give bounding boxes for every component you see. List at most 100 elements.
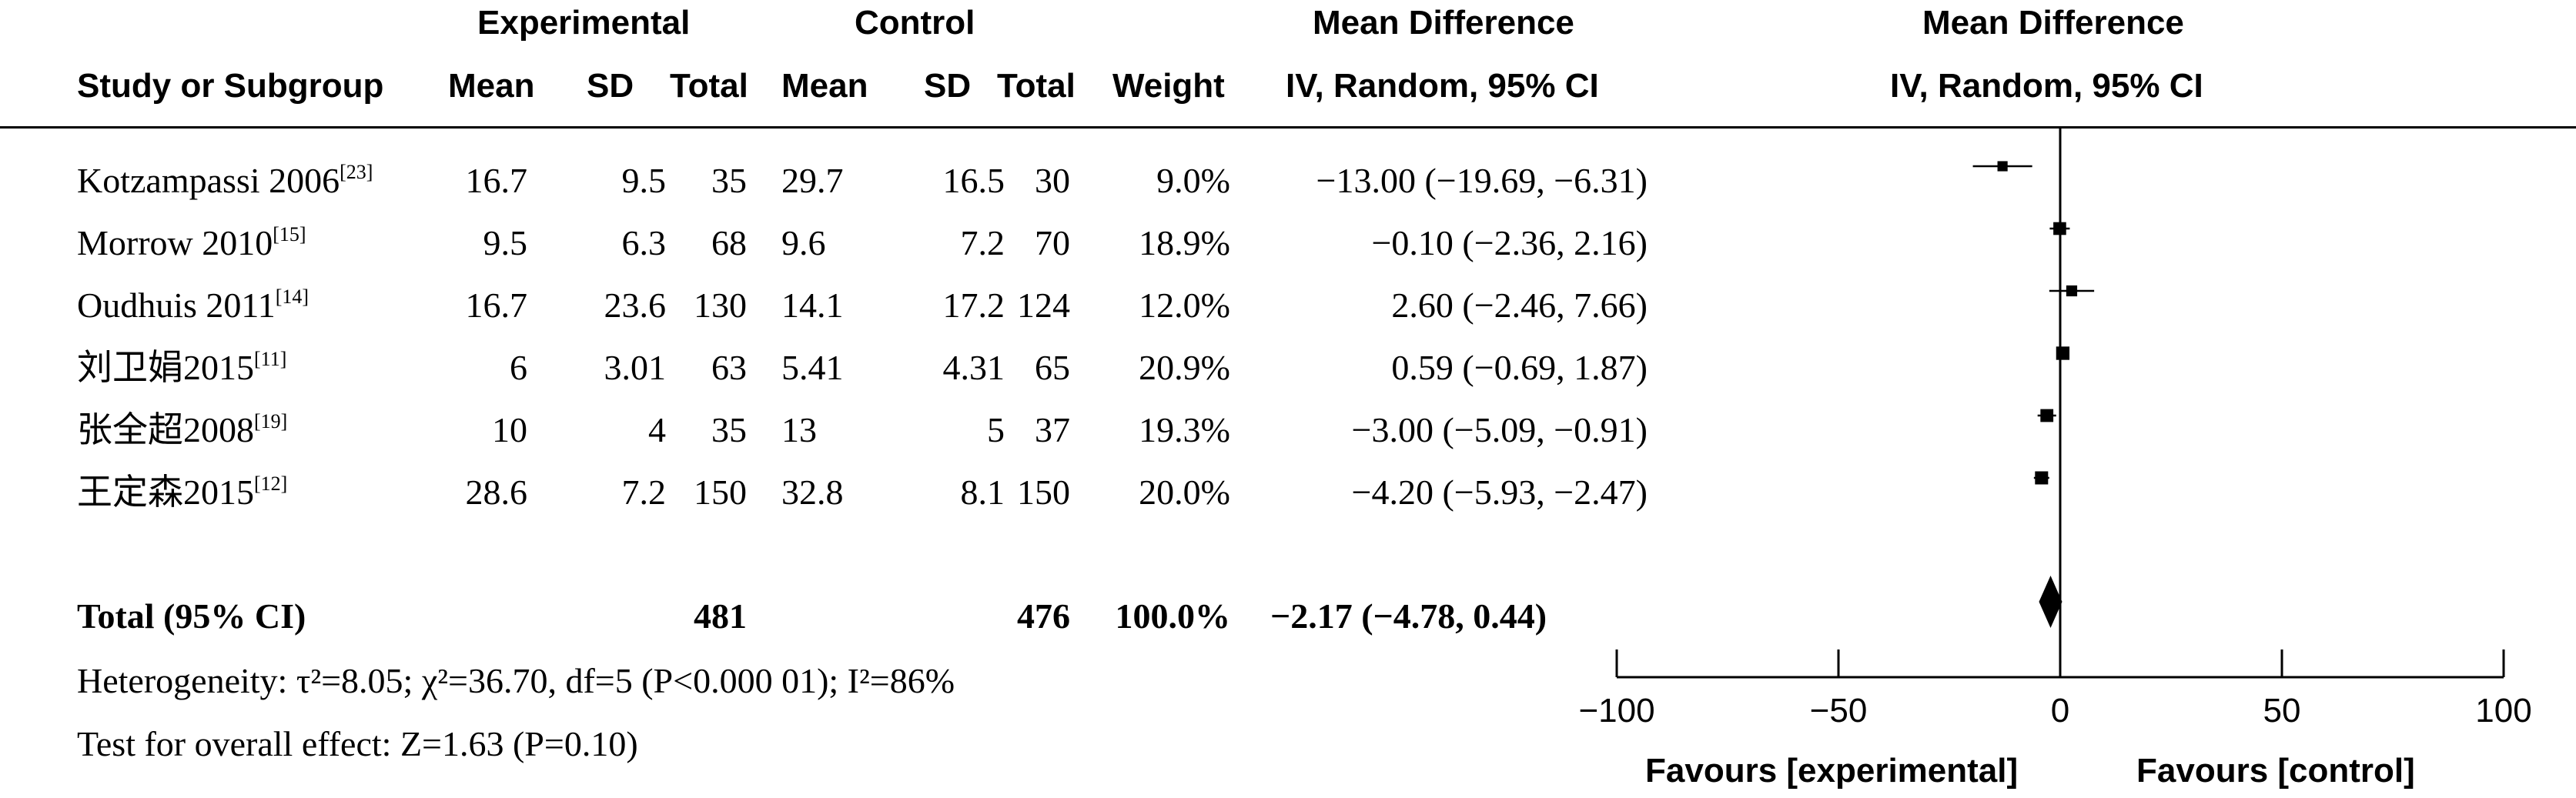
study-name: 刘卫娟2015[11] bbox=[77, 348, 286, 387]
study-ctl-total: 70 bbox=[1035, 223, 1070, 262]
study-exp-sd: 3.01 bbox=[604, 348, 667, 387]
header-method: IV, Random, 95% CI bbox=[1286, 67, 1599, 105]
study-ctl-total: 37 bbox=[1035, 410, 1070, 449]
study-marker bbox=[2066, 285, 2078, 297]
study-exp-sd: 4 bbox=[648, 410, 666, 449]
study-exp-mean: 6 bbox=[510, 348, 527, 387]
header-experimental: Experimental bbox=[477, 4, 691, 42]
tick-label: 100 bbox=[2475, 692, 2532, 730]
favours-experimental-label: Favours [experimental] bbox=[1645, 752, 2019, 790]
study-ctl-total: 150 bbox=[1017, 472, 1070, 512]
study-reference: [15] bbox=[273, 223, 306, 245]
study-exp-sd: 23.6 bbox=[604, 285, 667, 325]
study-name-text: 张全超2008 bbox=[77, 410, 254, 449]
study-name: 张全超2008[19] bbox=[77, 412, 287, 448]
total-weight: 100.0% bbox=[1115, 596, 1231, 636]
total-ctl-total: 476 bbox=[1017, 596, 1070, 636]
header-ctl-mean: Mean bbox=[781, 67, 868, 105]
header-control: Control bbox=[855, 4, 975, 42]
study-weight: 18.9% bbox=[1139, 223, 1230, 262]
study-marker bbox=[2053, 222, 2066, 235]
header-study: Study or Subgroup bbox=[77, 67, 384, 105]
header-rule bbox=[0, 126, 2576, 129]
study-weight: 19.3% bbox=[1139, 410, 1230, 449]
study-exp-mean: 10 bbox=[492, 410, 527, 449]
study-ctl-mean: 32.8 bbox=[781, 472, 844, 512]
study-name-text: Morrow 2010 bbox=[77, 223, 273, 262]
total-ci: −2.17 (−4.78, 0.44) bbox=[1270, 596, 1547, 636]
header-method-plot: IV, Random, 95% CI bbox=[1890, 67, 2203, 105]
header-ctl-sd: SD bbox=[924, 67, 972, 105]
study-exp-mean: 16.7 bbox=[465, 161, 528, 200]
header-exp-sd: SD bbox=[587, 67, 634, 105]
study-name-text: Kotzampassi 2006 bbox=[77, 161, 340, 200]
study-exp-mean: 9.5 bbox=[483, 223, 528, 262]
study-ctl-sd: 16.5 bbox=[942, 161, 1005, 200]
header-exp-total: Total bbox=[670, 67, 748, 105]
total-label: Total (95% CI) bbox=[77, 596, 306, 636]
study-reference: [14] bbox=[275, 285, 309, 308]
study-exp-sd: 9.5 bbox=[621, 161, 667, 200]
study-exp-total: 130 bbox=[694, 285, 747, 325]
study-marker bbox=[2056, 346, 2070, 360]
study-exp-total: 35 bbox=[711, 161, 747, 200]
tick-label: 0 bbox=[2050, 692, 2070, 730]
study-exp-total: 63 bbox=[711, 348, 747, 387]
study-name-text: 刘卫娟2015 bbox=[77, 348, 254, 387]
study-ci: 0.59 (−0.69, 1.87) bbox=[1391, 348, 1648, 387]
study-ctl-total: 30 bbox=[1035, 161, 1070, 200]
study-ctl-mean: 29.7 bbox=[781, 161, 844, 200]
study-ci: 2.60 (−2.46, 7.66) bbox=[1391, 285, 1648, 325]
pooled-diamond bbox=[2039, 576, 2062, 628]
study-reference: [12] bbox=[254, 472, 288, 495]
study-ctl-sd: 4.31 bbox=[942, 348, 1005, 387]
heterogeneity-text: Heterogeneity: τ²=8.05; χ²=36.70, df=5 (… bbox=[77, 661, 955, 700]
study-name: 王定森2015[12] bbox=[77, 472, 288, 512]
favours-control-label: Favours [control] bbox=[2136, 752, 2415, 790]
study-ci: −0.10 (−2.36, 2.16) bbox=[1371, 223, 1648, 262]
study-ci: −4.20 (−5.93, −2.47) bbox=[1351, 472, 1648, 512]
header-ctl-total: Total bbox=[997, 67, 1076, 105]
study-ctl-mean: 5.41 bbox=[781, 348, 844, 387]
tick-label: −50 bbox=[1809, 692, 1868, 730]
study-marker bbox=[1997, 161, 2008, 172]
study-exp-sd: 6.3 bbox=[621, 223, 667, 262]
study-weight: 12.0% bbox=[1139, 285, 1230, 325]
study-ci: −13.00 (−19.69, −6.31) bbox=[1316, 161, 1648, 200]
study-ctl-total: 124 bbox=[1017, 285, 1070, 325]
study-exp-mean: 16.7 bbox=[465, 285, 528, 325]
study-weight: 20.9% bbox=[1139, 348, 1230, 387]
study-ctl-mean: 14.1 bbox=[781, 285, 844, 325]
tick-label: 50 bbox=[2263, 692, 2301, 730]
study-ctl-sd: 7.2 bbox=[960, 223, 1005, 262]
study-exp-mean: 28.6 bbox=[465, 472, 528, 512]
study-marker bbox=[2035, 471, 2049, 485]
study-name: Morrow 2010[15] bbox=[77, 225, 306, 261]
header-mean-difference-plot: Mean Difference bbox=[1922, 4, 2184, 42]
study-name: Oudhuis 2011[14] bbox=[77, 285, 309, 325]
study-ctl-mean: 9.6 bbox=[781, 223, 826, 262]
study-exp-sd: 7.2 bbox=[621, 472, 667, 512]
study-weight: 20.0% bbox=[1139, 472, 1230, 512]
study-exp-total: 150 bbox=[694, 472, 747, 512]
study-ctl-total: 65 bbox=[1035, 348, 1070, 387]
overall-effect-text: Test for overall effect: Z=1.63 (P=0.10) bbox=[77, 724, 638, 763]
total-exp-total: 481 bbox=[694, 596, 747, 636]
study-ctl-sd: 17.2 bbox=[942, 285, 1005, 325]
study-ci: −3.00 (−5.09, −0.91) bbox=[1351, 410, 1648, 449]
study-name-text: 王定森2015 bbox=[77, 472, 254, 512]
study-ctl-sd: 5 bbox=[987, 410, 1005, 449]
study-reference: [19] bbox=[254, 410, 288, 432]
study-name: Kotzampassi 2006[23] bbox=[77, 161, 373, 200]
study-exp-total: 35 bbox=[711, 410, 747, 449]
study-weight: 9.0% bbox=[1156, 161, 1230, 200]
header-exp-mean: Mean bbox=[448, 67, 535, 105]
study-ctl-mean: 13 bbox=[781, 410, 817, 449]
study-marker bbox=[2040, 409, 2054, 422]
study-name-text: Oudhuis 2011 bbox=[77, 285, 276, 325]
study-ctl-sd: 8.1 bbox=[960, 472, 1005, 512]
study-reference: [23] bbox=[340, 161, 373, 183]
header-weight: Weight bbox=[1112, 67, 1225, 105]
header-mean-difference: Mean Difference bbox=[1313, 4, 1574, 42]
